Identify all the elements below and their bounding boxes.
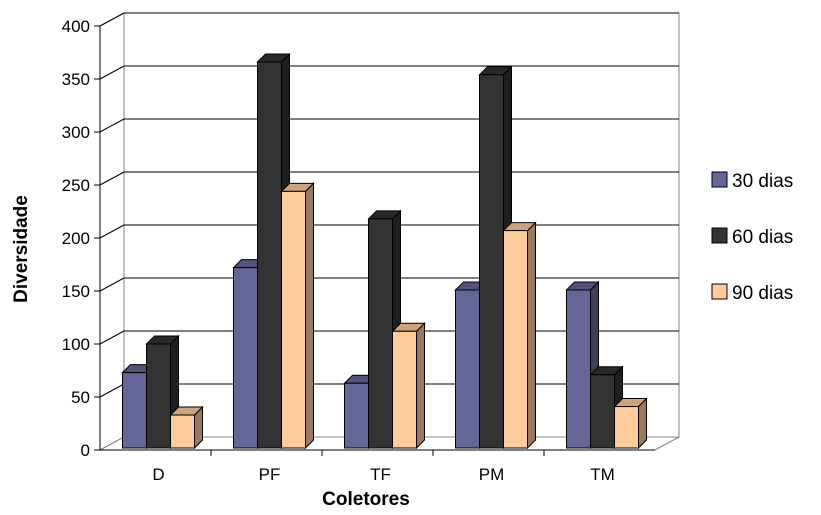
bar-d-1	[145, 334, 180, 450]
x-tick-label: TF	[370, 465, 391, 484]
bar-front	[503, 230, 528, 449]
bar-front	[368, 218, 393, 449]
legend-swatch	[711, 171, 728, 188]
x-tick-label: PF	[259, 465, 281, 484]
y-tick-label: 350	[62, 70, 90, 89]
x-tick-label: TM	[590, 465, 615, 484]
bar-front	[233, 267, 258, 449]
y-tick-label: 150	[62, 282, 90, 301]
x-tick-label: D	[152, 465, 164, 484]
bar-pm-2	[502, 221, 537, 450]
bar-front	[257, 61, 282, 449]
gridline-side	[99, 224, 125, 239]
y-tick-label: 100	[62, 335, 90, 354]
y-tick-label: 400	[62, 17, 90, 36]
gridline-side	[99, 118, 125, 133]
gridline-side	[99, 12, 125, 27]
axes-layer	[94, 25, 655, 456]
bar-front	[479, 74, 504, 449]
bar-front	[455, 289, 480, 449]
x-tick-label: PM	[479, 465, 505, 484]
bars-layer	[121, 52, 648, 450]
bar-front	[122, 372, 147, 449]
bar-side	[416, 322, 425, 450]
legend-label: 90 dias	[732, 283, 793, 304]
bar-front	[146, 343, 171, 449]
bar-front	[344, 382, 369, 449]
bar-side	[527, 221, 536, 450]
y-tick-label: 300	[62, 123, 90, 142]
y-tick-label: 50	[71, 388, 90, 407]
gridline-side	[99, 277, 125, 292]
gridline-side	[99, 383, 125, 398]
bar-d-2	[169, 405, 204, 450]
bar-side	[305, 182, 314, 450]
bar-front	[170, 414, 195, 449]
legend-item-0: 30 dias	[711, 171, 793, 192]
legend: 30 dias 60 dias 90 dias	[711, 171, 793, 304]
gridline-side	[99, 65, 125, 80]
legend-swatch	[711, 283, 728, 300]
bar-pf-2	[280, 182, 315, 450]
x-axis-title: Coletores	[322, 489, 410, 510]
bar-tf-2	[391, 322, 426, 450]
bar-front	[590, 374, 615, 449]
bar-front	[614, 406, 639, 449]
y-axis-title: Diversidade	[11, 195, 32, 303]
bar-front	[392, 330, 417, 449]
bar-tm-2	[613, 397, 648, 450]
legend-item-1: 60 dias	[711, 227, 793, 248]
y-tick-label: 200	[62, 229, 90, 248]
tick-labels: 0 50 100 150 200 250 300 350 400 D PF TF PM TM	[62, 17, 615, 484]
y-tick-label: 0	[81, 441, 90, 460]
y-tick-label: 250	[62, 176, 90, 195]
legend-label: 30 dias	[732, 171, 793, 192]
gridline-side	[99, 171, 125, 186]
bar-front	[281, 190, 306, 449]
bar-front	[566, 289, 591, 449]
gridline-side	[99, 330, 125, 345]
legend-swatch	[711, 227, 728, 244]
legend-label: 60 dias	[732, 227, 793, 248]
legend-item-2: 90 dias	[711, 283, 793, 304]
